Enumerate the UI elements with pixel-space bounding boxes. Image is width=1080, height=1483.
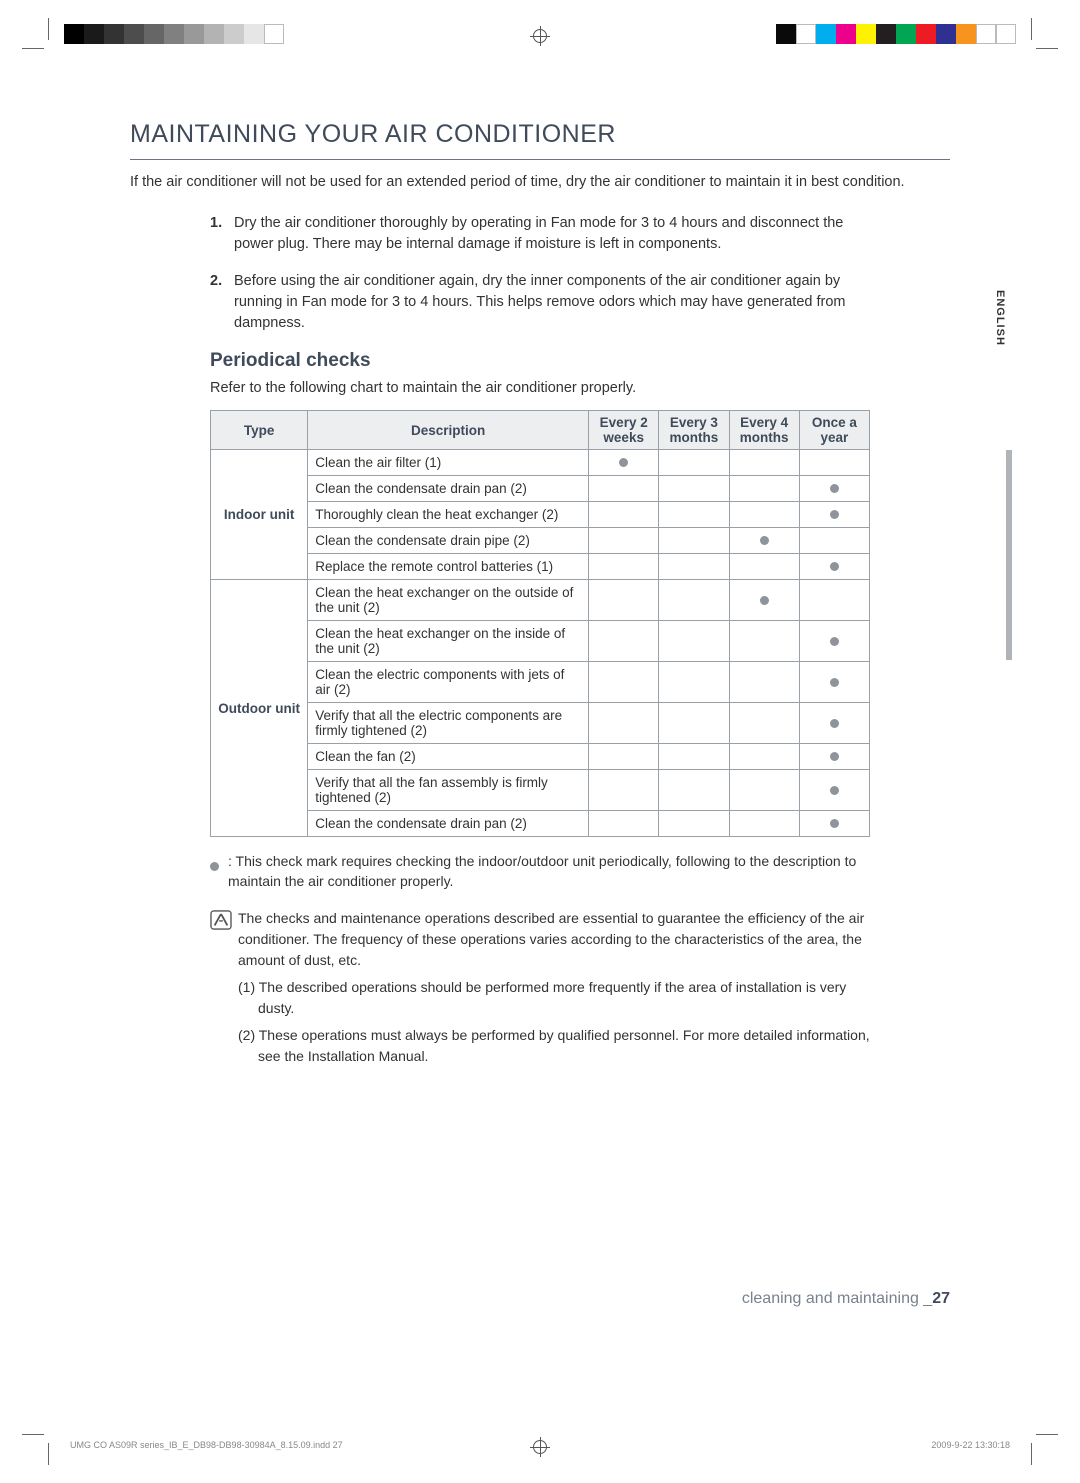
section-title: Periodical checks xyxy=(210,350,950,372)
table-row: Clean the condensate drain pan (2) xyxy=(211,811,870,837)
page-title: MAINTAINING YOUR AIR CONDITIONER xyxy=(130,120,950,149)
table-row: Verify that all the electric components … xyxy=(211,703,870,744)
footer-section-label: cleaning and maintaining _27 xyxy=(742,1290,950,1308)
colorbar-cmyk xyxy=(776,24,1016,44)
steps-list: 1.Dry the air conditioner thoroughly by … xyxy=(210,213,860,334)
step-item: 2.Before using the air conditioner again… xyxy=(210,271,860,334)
crop-mark xyxy=(1036,48,1058,49)
crop-mark xyxy=(1031,1443,1032,1465)
page-content: ENGLISH MAINTAINING YOUR AIR CONDITIONER… xyxy=(130,120,950,1073)
table-row: Clean the condensate drain pipe (2) xyxy=(211,528,870,554)
print-footer-file: UMG CO AS09R series_IB_E_DB98-DB98-30984… xyxy=(70,1440,343,1450)
print-footer: UMG CO AS09R series_IB_E_DB98-DB98-30984… xyxy=(70,1440,1010,1450)
legend-block: : This check mark requires checking the … xyxy=(210,851,870,892)
crop-mark xyxy=(22,1434,44,1435)
table-row: Verify that all the fan assembly is firm… xyxy=(211,770,870,811)
table-row: Clean the fan (2) xyxy=(211,744,870,770)
note-p3: (2) These operations must always be perf… xyxy=(238,1025,870,1067)
language-tab: ENGLISH xyxy=(994,290,1006,346)
note-block: The checks and maintenance operations de… xyxy=(210,908,870,1073)
periodical-checks-table: TypeDescriptionEvery 2weeksEvery 3months… xyxy=(210,410,870,837)
note-p1: The checks and maintenance operations de… xyxy=(238,908,870,971)
note-p2: (1) The described operations should be p… xyxy=(238,977,870,1019)
table-row: Clean the heat exchanger on the inside o… xyxy=(211,621,870,662)
registration-mark xyxy=(530,26,550,46)
step-item: 1.Dry the air conditioner thoroughly by … xyxy=(210,213,860,255)
print-footer-timestamp: 2009-9-22 13:30:18 xyxy=(931,1440,1010,1450)
thumb-tab xyxy=(1006,450,1012,660)
table-row: Indoor unitClean the air filter (1) xyxy=(211,450,870,476)
crop-mark xyxy=(1031,18,1032,40)
crop-mark xyxy=(48,18,49,40)
legend-dot-icon xyxy=(210,862,219,871)
section-intro: Refer to the following chart to maintain… xyxy=(210,380,950,396)
table-row: Replace the remote control batteries (1) xyxy=(211,554,870,580)
table-row: Outdoor unitClean the heat exchanger on … xyxy=(211,580,870,621)
note-icon xyxy=(210,908,238,1073)
crop-mark xyxy=(48,1443,49,1465)
intro-text: If the air conditioner will not be used … xyxy=(130,172,950,193)
table-row: Clean the condensate drain pan (2) xyxy=(211,476,870,502)
table-row: Thoroughly clean the heat exchanger (2) xyxy=(211,502,870,528)
legend-text: : This check mark requires checking the … xyxy=(228,851,870,892)
title-rule xyxy=(130,159,950,160)
crop-mark xyxy=(1036,1434,1058,1435)
crop-mark xyxy=(22,48,44,49)
table-row: Clean the electric components with jets … xyxy=(211,662,870,703)
colorbar-gray xyxy=(64,24,284,44)
